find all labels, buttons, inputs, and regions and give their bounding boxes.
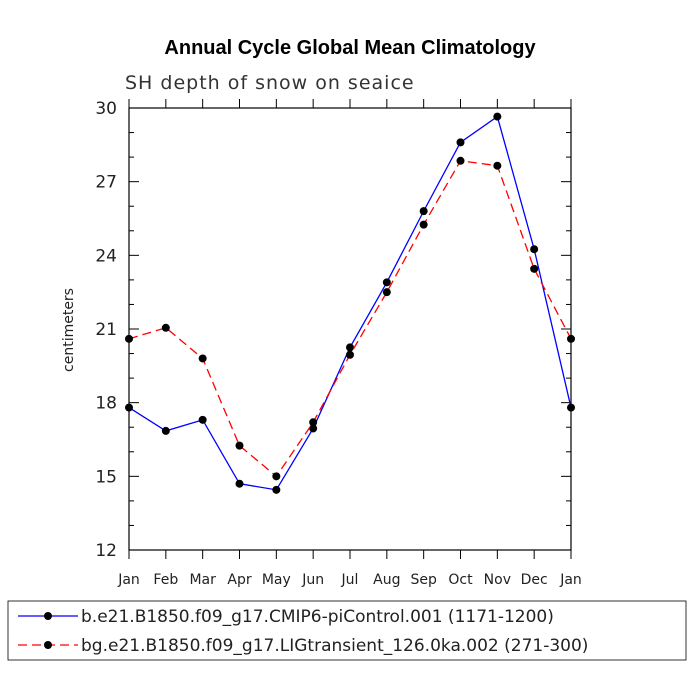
legend-marker-2	[44, 641, 52, 649]
series-1-point	[272, 485, 281, 494]
series-1-point	[530, 245, 539, 254]
y-tick-label: 18	[95, 394, 117, 414]
series-2-point	[419, 220, 428, 229]
series-1-point	[419, 207, 428, 216]
series-1-point	[456, 138, 465, 147]
y-axis-label: centimeters	[61, 288, 77, 372]
x-tick-label: Oct	[448, 572, 473, 588]
x-tick-label: Jan	[559, 572, 582, 588]
series-2-point	[456, 156, 465, 165]
plot-frame	[128, 107, 572, 551]
series-1-point	[161, 426, 170, 435]
series-1-point	[198, 415, 207, 424]
series-2-point	[382, 288, 391, 297]
series-2-point	[567, 334, 575, 343]
series-1-point	[309, 424, 318, 433]
x-tick-label: May	[262, 572, 291, 588]
y-tick-label: 30	[95, 99, 117, 119]
legend-marker-1	[44, 612, 52, 620]
x-tick-label: Nov	[484, 572, 511, 588]
x-tick-label: Apr	[227, 572, 251, 588]
legend: b.e21.B1850.f09_g17.CMIP6-piControl.001 …	[7, 600, 687, 661]
y-tick-label: 15	[95, 467, 117, 487]
plot-area: 12 15 18 21 24 27 30 Jan Feb Mar Apr May Jun Jul Aug Se…	[95, 99, 582, 588]
x-tick-label: Jul	[341, 572, 359, 588]
series-2-point	[198, 354, 207, 363]
x-tick-label: Aug	[373, 572, 400, 588]
series-2-point	[493, 161, 502, 170]
series-1-point	[346, 343, 354, 352]
x-tick-label: Mar	[189, 572, 216, 588]
x-tick-label: Jun	[301, 572, 324, 588]
legend-box	[7, 600, 687, 661]
chart-title: Annual Cycle Global Mean Climatology	[164, 37, 536, 59]
series-2-point	[309, 418, 318, 427]
x-tick-label: Dec	[521, 572, 548, 588]
legend-label-1: b.e21.B1850.f09_g17.CMIP6-piControl.001 …	[81, 607, 554, 627]
series-2-point	[161, 323, 170, 332]
series-2-point	[235, 441, 244, 450]
series-2-point	[346, 350, 354, 359]
y-tick-label: 12	[95, 541, 117, 561]
series-2-point	[530, 264, 539, 273]
series-2-point	[125, 334, 133, 343]
x-tick-label: Feb	[153, 572, 178, 588]
series-2-point	[272, 472, 281, 481]
series-1-point	[567, 403, 575, 412]
x-tick-label: Sep	[410, 572, 437, 588]
series-line-1	[128, 115, 572, 491]
chart-subtitle: SH depth of snow on seaice	[125, 72, 415, 94]
y-tick-label: 27	[95, 173, 117, 193]
series-1-point	[125, 403, 133, 412]
series-1-point	[382, 278, 391, 287]
x-tick-label: Jan	[117, 572, 140, 588]
y-tick-label: 21	[95, 320, 117, 340]
y-tick-label: 24	[95, 246, 117, 266]
series-line-2	[128, 160, 572, 478]
series-1-point	[493, 112, 502, 121]
legend-label-2: bg.e21.B1850.f09_g17.LIGtransient_126.0k…	[81, 636, 588, 656]
series-1-point	[235, 479, 244, 488]
